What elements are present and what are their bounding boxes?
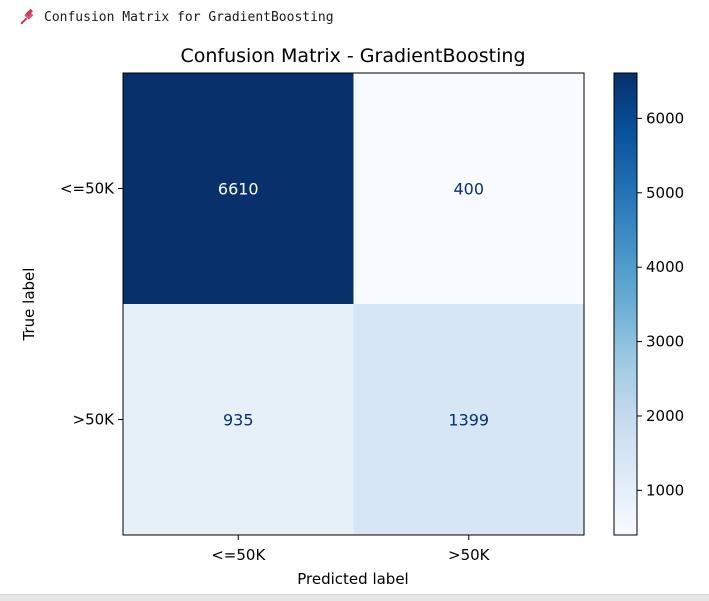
heatmap-cell [123, 304, 354, 535]
x-tick-label: <=50K [211, 546, 266, 564]
y-axis: <=50K >50K [60, 180, 123, 429]
x-axis: <=50K >50K [211, 535, 491, 564]
colorbar-tick-label: 1000 [646, 481, 684, 499]
y-tick-label: >50K [73, 411, 116, 429]
colorbar-tick-label: 6000 [646, 109, 684, 127]
colorbar-tick-label: 3000 [646, 333, 684, 351]
colorbar-tick-label: 4000 [646, 258, 684, 276]
output-title: Confusion Matrix for GradientBoosting [44, 9, 334, 25]
pushpin-icon [20, 9, 34, 25]
x-axis-label: Predicted label [297, 570, 408, 588]
chart-title: Confusion Matrix - GradientBoosting [180, 45, 525, 67]
heatmap-cell [353, 73, 584, 304]
colorbar-ticks: 1000 2000 3000 4000 5000 6000 [637, 109, 684, 499]
x-tick-label: >50K [448, 546, 491, 564]
colorbar-tick-label: 2000 [646, 407, 684, 425]
y-tick-label: <=50K [60, 180, 115, 198]
cell-output-header: Confusion Matrix for GradientBoosting [18, 6, 334, 28]
y-axis-label: True label [20, 268, 38, 342]
colorbar-tick-label: 5000 [646, 184, 684, 202]
plot-frame [122, 72, 585, 536]
cell-value-label: 6610 [218, 180, 259, 199]
cell-value-label: 1399 [448, 411, 489, 430]
cell-value-label: 400 [453, 180, 484, 199]
cell-value-label: 935 [223, 411, 254, 430]
horizontal-scrollbar[interactable] [0, 594, 709, 601]
confusion-matrix-figure: Confusion Matrix - GradientBoosting 6610… [20, 45, 684, 588]
heatmap-cell [123, 73, 354, 304]
heatmap-cell [353, 304, 584, 535]
heatmap-cells: 6610 400 935 1399 [123, 73, 584, 535]
colorbar [613, 72, 638, 536]
